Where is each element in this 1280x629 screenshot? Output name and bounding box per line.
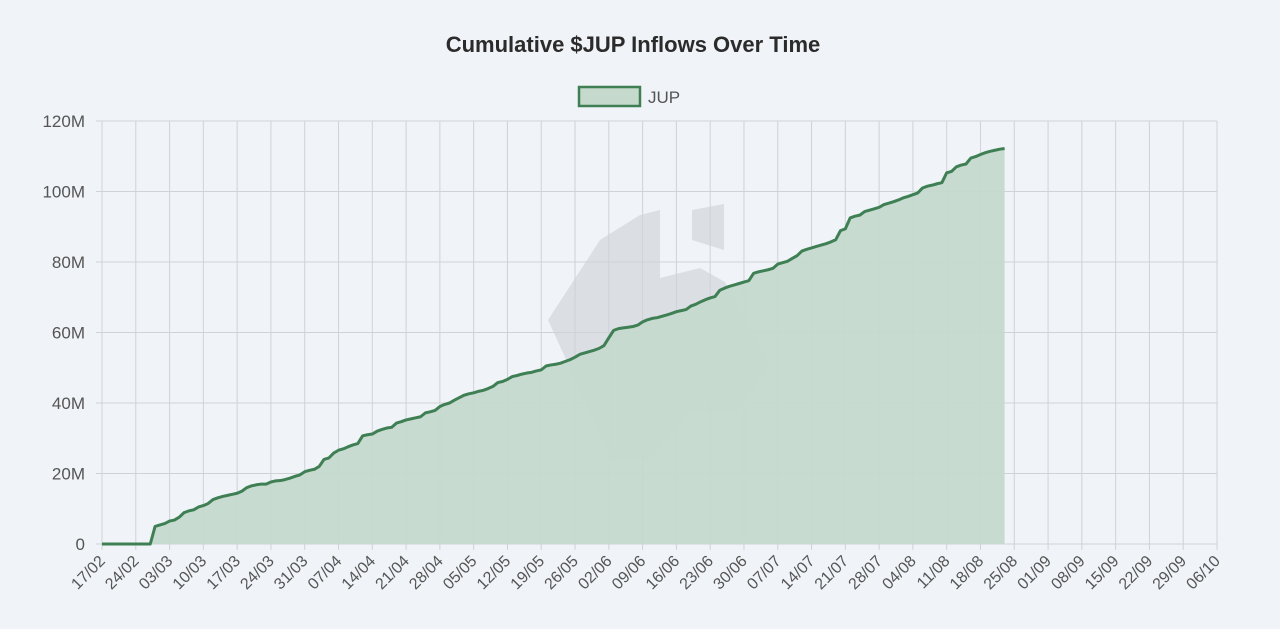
y-tick-label: 0 xyxy=(76,535,85,554)
y-tick-label: 120M xyxy=(42,112,85,131)
legend-label: JUP xyxy=(648,88,680,107)
chart-title: Cumulative $JUP Inflows Over Time xyxy=(446,32,821,57)
y-tick-label: 40M xyxy=(52,394,85,413)
legend-swatch xyxy=(577,85,642,108)
series-area-jup xyxy=(102,148,1005,544)
y-tick-label: 100M xyxy=(42,183,85,202)
series-line-jup xyxy=(102,147,1005,546)
y-tick-label: 20M xyxy=(52,465,85,484)
y-tick-label: 60M xyxy=(52,324,85,343)
y-axis: 0 20M 40M 60M 80M 100M 120M xyxy=(42,112,85,554)
y-tick-label: 80M xyxy=(52,253,85,272)
legend[interactable]: JUP xyxy=(577,85,680,108)
